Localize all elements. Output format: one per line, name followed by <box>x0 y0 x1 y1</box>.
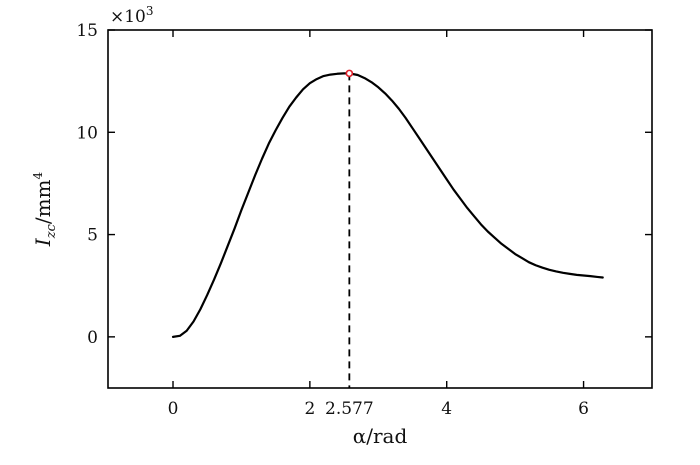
y-axis-label: Izc/mm4 <box>31 171 59 247</box>
x-tick-label: 2 <box>304 399 315 419</box>
y-tick-label: 5 <box>87 226 98 246</box>
y-tick-label: 0 <box>87 328 98 348</box>
y-tick-label: 15 <box>76 21 98 41</box>
series-line <box>171 72 604 338</box>
y-label-superscript: 4 <box>31 171 45 179</box>
y-label-base: I <box>31 237 55 247</box>
y-label-unit: /mm <box>31 179 55 224</box>
y-tick-label: 10 <box>76 123 98 143</box>
y-axis-multiplier: ×103 <box>110 4 154 27</box>
multiplier-exponent: 3 <box>146 4 154 18</box>
peak-marker <box>345 69 354 78</box>
plot-frame <box>107 29 653 389</box>
x-tick-label: 0 <box>168 399 179 419</box>
peak-x-label: 2.577 <box>325 399 374 419</box>
multiplier-base: ×10 <box>110 7 146 27</box>
y-axis-ticks: 0 5 10 15 <box>76 21 652 348</box>
y-label-subscript: zc <box>44 223 59 239</box>
x-axis-label: α/rad <box>353 424 408 448</box>
x-axis-ticks: 0 2 4 6 <box>168 30 589 419</box>
x-tick-label: 6 <box>578 399 589 419</box>
x-tick-label: 4 <box>441 399 452 419</box>
